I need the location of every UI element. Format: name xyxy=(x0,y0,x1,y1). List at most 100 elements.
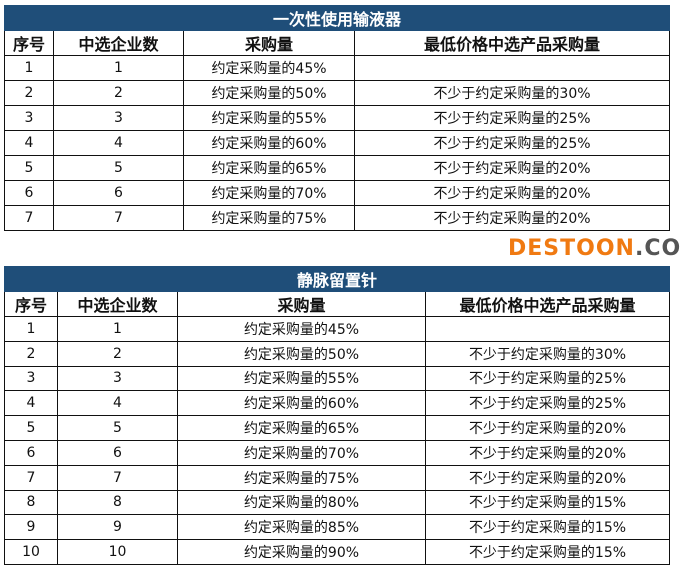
table-cell: 7 xyxy=(4,205,54,231)
table-cell: 6 xyxy=(53,180,184,206)
table-cell xyxy=(425,316,670,342)
table-cell: 6 xyxy=(57,439,178,466)
table-row: 1 1 约定采购量的45% xyxy=(4,316,670,342)
table-cell: 2 xyxy=(53,80,184,106)
table-cell: 10 xyxy=(57,539,178,565)
watermark-logo: DESTOON.COM xyxy=(508,236,683,262)
table-cell: 不少于约定采购量的20% xyxy=(354,155,670,181)
table-cell: 约定采购量的90% xyxy=(177,539,426,565)
table-cell: 约定采购量的85% xyxy=(177,514,426,541)
table-cell: 3 xyxy=(53,105,184,131)
table-cell: 约定采购量的80% xyxy=(177,489,426,516)
table-cell: 不少于约定采购量的20% xyxy=(425,464,670,491)
table-cell: 不少于约定采购量的20% xyxy=(354,180,670,206)
table-row: 8 8 约定采购量的80% 不少于约定采购量的15% xyxy=(4,489,670,516)
table-cell: 10 xyxy=(4,539,58,565)
table-cell: 约定采购量的70% xyxy=(177,439,426,466)
table-row: 7 7 约定采购量的75% 不少于约定采购量的20% xyxy=(4,205,670,231)
table-cell: 3 xyxy=(4,365,58,392)
table-infusion-set: 一次性使用输液器 序号 中选企业数 采购量 最低价格中选产品采购量 1 1 约定采购量的4… xyxy=(4,5,670,231)
table-row: 3 3 约定采购量的55% 不少于约定采购量的25% xyxy=(4,105,670,131)
table-cell: 7 xyxy=(4,464,58,491)
table-cell: 4 xyxy=(4,390,58,417)
table-cell: 4 xyxy=(4,130,54,156)
table-row: 6 6 约定采购量的70% 不少于约定采购量的20% xyxy=(4,439,670,466)
table-row: 2 2 约定采购量的50% 不少于约定采购量的30% xyxy=(4,340,670,367)
table-cell: 约定采购量的50% xyxy=(183,80,355,106)
table-cell: 不少于约定采购量的15% xyxy=(425,514,670,541)
column-header: 最低价格中选产品采购量 xyxy=(425,291,670,317)
column-header: 序号 xyxy=(4,291,58,317)
table-title: 一次性使用输液器 xyxy=(4,5,670,31)
table-cell: 9 xyxy=(4,514,58,541)
column-header: 中选企业数 xyxy=(57,291,178,317)
table-title: 静脉留置针 xyxy=(4,266,670,292)
table-cell: 不少于约定采购量的25% xyxy=(354,130,670,156)
table-row: 5 5 约定采购量的65% 不少于约定采购量的20% xyxy=(4,155,670,181)
table-row: 4 4 约定采购量的60% 不少于约定采购量的25% xyxy=(4,390,670,417)
header-row: 序号 中选企业数 采购量 最低价格中选产品采购量 xyxy=(4,291,670,317)
table-cell: 约定采购量的70% xyxy=(183,180,355,206)
table-row: 2 2 约定采购量的50% 不少于约定采购量的30% xyxy=(4,80,670,106)
table-cell: 6 xyxy=(4,439,58,466)
table-cell: 1 xyxy=(53,55,184,81)
table-cell: 不少于约定采购量的30% xyxy=(354,80,670,106)
table-cell: 约定采购量的60% xyxy=(177,390,426,417)
table-cell: 5 xyxy=(4,415,58,441)
table-cell: 约定采购量的55% xyxy=(177,365,426,392)
table-row: 10 10 约定采购量的90% 不少于约定采购量的15% xyxy=(4,539,670,565)
table-cell: 不少于约定采购量的25% xyxy=(425,365,670,392)
table-cell: 约定采购量的45% xyxy=(177,316,426,342)
header-row: 序号 中选企业数 采购量 最低价格中选产品采购量 xyxy=(4,30,670,56)
table-cell: 8 xyxy=(4,489,58,516)
watermark-brand: DESTOON xyxy=(508,236,635,261)
table-cell: 2 xyxy=(4,80,54,106)
table-cell: 8 xyxy=(57,489,178,516)
column-header: 序号 xyxy=(4,30,54,56)
table-row: 5 5 约定采购量的65% 不少于约定采购量的20% xyxy=(4,415,670,441)
table-cell: 不少于约定采购量的25% xyxy=(425,390,670,417)
table-cell: 5 xyxy=(4,155,54,181)
table-cell: 1 xyxy=(4,316,58,342)
table-cell: 约定采购量的60% xyxy=(183,130,355,156)
table-cell: 约定采购量的65% xyxy=(177,415,426,441)
table-cell: 不少于约定采购量的15% xyxy=(425,539,670,565)
table-cell: 不少于约定采购量的30% xyxy=(425,340,670,367)
table-cell: 5 xyxy=(57,415,178,441)
table-cell: 4 xyxy=(57,390,178,417)
column-header: 最低价格中选产品采购量 xyxy=(354,30,670,56)
table-cell: 3 xyxy=(57,365,178,392)
table-cell: 不少于约定采购量的20% xyxy=(425,415,670,441)
table-cell: 约定采购量的75% xyxy=(177,464,426,491)
table-cell: 3 xyxy=(4,105,54,131)
watermark-domain: .COM xyxy=(634,236,683,261)
table-cell: 2 xyxy=(57,340,178,367)
table-cell: 不少于约定采购量的20% xyxy=(425,439,670,466)
table-row: 3 3 约定采购量的55% 不少于约定采购量的25% xyxy=(4,365,670,392)
table-cell: 不少于约定采购量的20% xyxy=(354,205,670,231)
table-cell: 6 xyxy=(4,180,54,206)
table-row: 7 7 约定采购量的75% 不少于约定采购量的20% xyxy=(4,464,670,491)
table-cell: 约定采购量的75% xyxy=(183,205,355,231)
column-header: 采购量 xyxy=(177,291,426,317)
table-cell: 约定采购量的50% xyxy=(177,340,426,367)
table-row: 6 6 约定采购量的70% 不少于约定采购量的20% xyxy=(4,180,670,206)
table-cell: 1 xyxy=(4,55,54,81)
table-cell: 1 xyxy=(57,316,178,342)
table-row: 4 4 约定采购量的60% 不少于约定采购量的25% xyxy=(4,130,670,156)
column-header: 中选企业数 xyxy=(53,30,184,56)
table-cell: 不少于约定采购量的25% xyxy=(354,105,670,131)
table-cell: 2 xyxy=(4,340,58,367)
table-iv-catheter: 静脉留置针 序号 中选企业数 采购量 最低价格中选产品采购量 1 1 约定采购量的45% 2… xyxy=(4,266,670,565)
table-row: 9 9 约定采购量的85% 不少于约定采购量的15% xyxy=(4,514,670,541)
table-cell: 约定采购量的55% xyxy=(183,105,355,131)
table-cell: 4 xyxy=(53,130,184,156)
table-cell: 5 xyxy=(53,155,184,181)
table-cell: 约定采购量的45% xyxy=(183,55,355,81)
table-cell: 不少于约定采购量的15% xyxy=(425,489,670,516)
table-cell: 约定采购量的65% xyxy=(183,155,355,181)
table-cell: 7 xyxy=(53,205,184,231)
table-cell: 9 xyxy=(57,514,178,541)
table-cell: 7 xyxy=(57,464,178,491)
table-cell xyxy=(354,55,670,81)
